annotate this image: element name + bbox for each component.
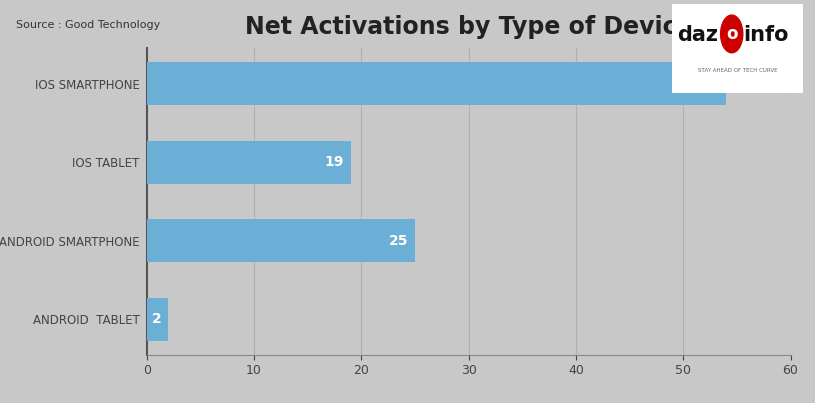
Text: 25: 25 [389, 234, 408, 248]
Text: 19: 19 [324, 155, 344, 169]
Bar [147, 219, 415, 262]
Text: info: info [742, 25, 788, 45]
Text: Source : Good Technology: Source : Good Technology [16, 20, 161, 30]
Bar [147, 297, 168, 341]
Title: Net Activations by Type of Device: Net Activations by Type of Device [244, 15, 693, 39]
Text: STAY AHEAD OF TECH CURVE: STAY AHEAD OF TECH CURVE [698, 68, 778, 73]
Bar [147, 141, 350, 184]
Text: 2: 2 [152, 312, 161, 326]
Text: o: o [726, 25, 738, 43]
Text: 54: 54 [700, 77, 720, 91]
Circle shape [720, 15, 742, 53]
Text: daz: daz [677, 25, 719, 45]
Bar [147, 62, 726, 106]
